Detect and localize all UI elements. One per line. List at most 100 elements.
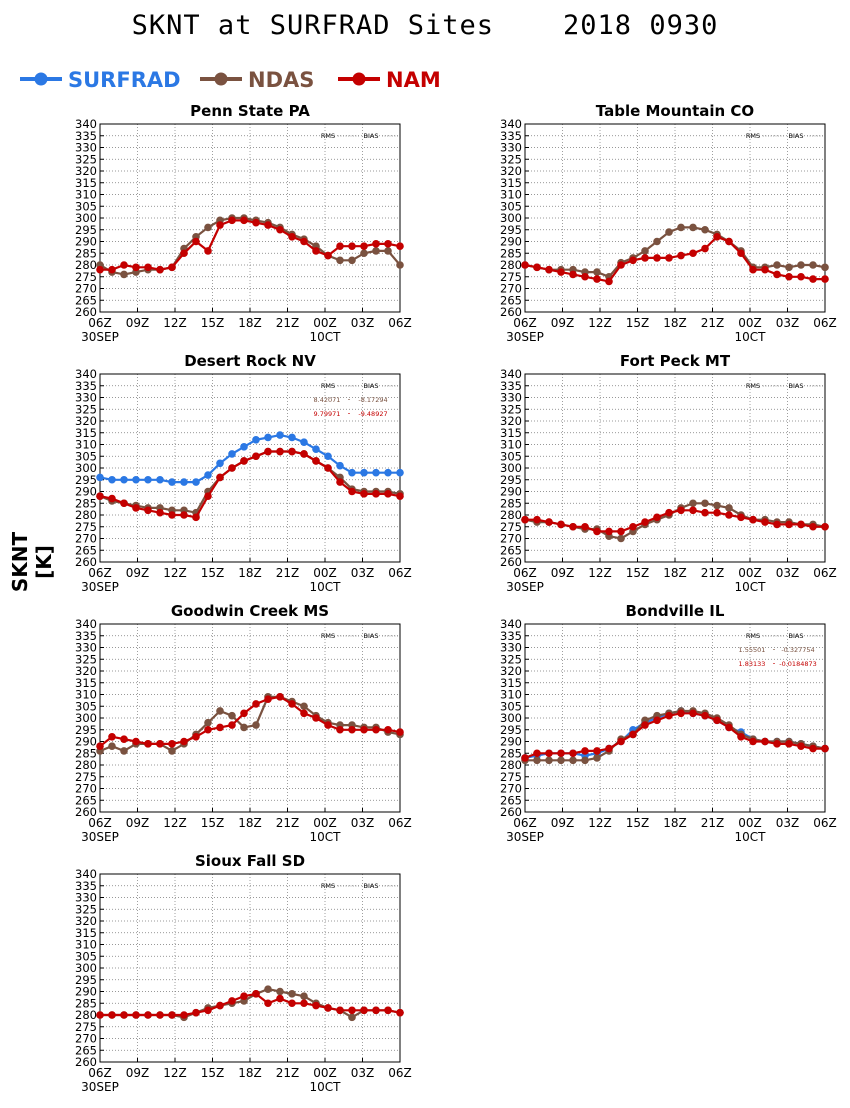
data-point-nam [204,725,212,734]
data-point-nam [180,1011,188,1019]
data-point-surfrad [336,461,344,470]
data-point-nam [180,249,188,258]
y-tick-label: 325 [500,652,522,666]
y-tick-label: 305 [75,199,97,213]
y-tick-label: 325 [500,152,522,166]
data-point-surfrad [96,473,104,482]
data-point-nam [156,265,164,274]
x-tick-label: 06Z [88,316,112,330]
data-point-ndas [593,754,601,762]
y-tick-label: 315 [75,926,97,940]
panel-title: Bondville IL [626,602,725,620]
y-tick-label: 265 [75,293,97,307]
x-tick-label: 18Z [663,566,687,580]
chart-bondville: Bondville IL2602652702752802852902953003… [500,602,837,844]
y-tick-label: 295 [75,473,97,487]
x-tick-label: 03Z [351,316,375,330]
data-point-nam [749,265,757,274]
x-tick-label: 06Z [88,566,112,580]
data-point-ndas [641,247,649,255]
stats-header-bias: BIAS [789,132,804,140]
data-point-nam [569,749,577,758]
data-point-nam [240,992,248,1000]
panel-title: Goodwin Creek MS [171,602,329,620]
x-tick-label: 03Z [351,816,375,830]
y-tick-label: 280 [500,758,522,772]
panel-title: Sioux Fall SD [195,852,305,870]
x-tick-label: 00Z [738,316,762,330]
y-tick-label: 310 [75,688,97,702]
data-point-nam [264,447,272,456]
data-point-nam [713,233,721,241]
x-tick-label: 12Z [588,566,612,580]
x-date-label: 10CT [310,330,342,344]
y-tick-label: 270 [75,1032,97,1046]
data-point-nam [797,520,805,529]
panel-title: Fort Peck MT [620,352,731,370]
data-point-nam [348,242,356,250]
y-tick-label: 340 [75,867,97,881]
data-point-nam [192,237,200,246]
y-tick-label: 290 [75,735,97,749]
data-point-nam [773,520,781,529]
y-tick-label: 305 [500,449,522,463]
data-point-ndas [300,702,308,711]
data-point-ndas [773,261,781,269]
data-point-ndas [384,247,392,255]
x-tick-label: 00Z [738,816,762,830]
data-point-ndas [821,263,829,272]
data-point-nam [132,737,140,746]
data-point-nam [396,492,404,500]
data-point-ndas [240,723,248,732]
y-tick-label: 320 [75,164,97,178]
y-tick-label: 270 [75,532,97,546]
data-point-ndas [252,721,260,729]
x-tick-label: 06Z [88,816,112,830]
y-tick-label: 305 [75,949,97,963]
y-tick-label: 285 [500,496,522,510]
data-point-nam [288,447,296,456]
y-tick-label: 275 [500,770,522,784]
y-tick-label: 335 [75,879,97,893]
data-point-nam [593,527,601,536]
data-point-nam [797,272,805,281]
data-point-nam [216,723,224,732]
data-point-surfrad [156,475,164,484]
y-tick-label: 270 [75,282,97,296]
data-point-nam [384,240,392,248]
x-tick-label: 18Z [663,816,687,830]
data-point-ndas [701,499,709,508]
y-tick-label: 260 [500,305,522,319]
y-tick-label: 325 [75,402,97,416]
y-tick-label: 330 [500,391,522,405]
stats-header-bias: BIAS [364,882,379,890]
y-tick-label: 315 [75,426,97,440]
data-point-nam [300,450,308,458]
data-point-ndas [689,499,697,508]
x-tick-label: 03Z [776,816,800,830]
x-tick-label: 06Z [388,816,412,830]
y-tick-label: 280 [75,758,97,772]
data-point-nam [252,700,260,708]
data-point-nam [725,723,733,732]
data-point-nam [252,452,260,461]
data-point-nam [192,733,200,741]
data-point-surfrad [204,471,212,479]
data-point-nam [108,494,116,503]
data-point-nam [737,249,745,258]
data-point-ndas [288,990,296,998]
data-point-ndas [372,247,380,255]
y-tick-label: 270 [500,282,522,296]
data-point-nam [593,747,601,755]
x-tick-label: 21Z [701,566,725,580]
y-tick-label: 305 [75,699,97,713]
data-point-nam [665,254,673,262]
y-tick-label: 285 [500,246,522,260]
data-point-nam [641,518,649,526]
y-tick-label: 340 [500,617,522,631]
stats-header-bias: BIAS [789,382,804,390]
data-point-nam [545,265,553,274]
data-point-nam [396,242,404,250]
data-point-nam [641,254,649,262]
x-tick-label: 12Z [163,566,187,580]
